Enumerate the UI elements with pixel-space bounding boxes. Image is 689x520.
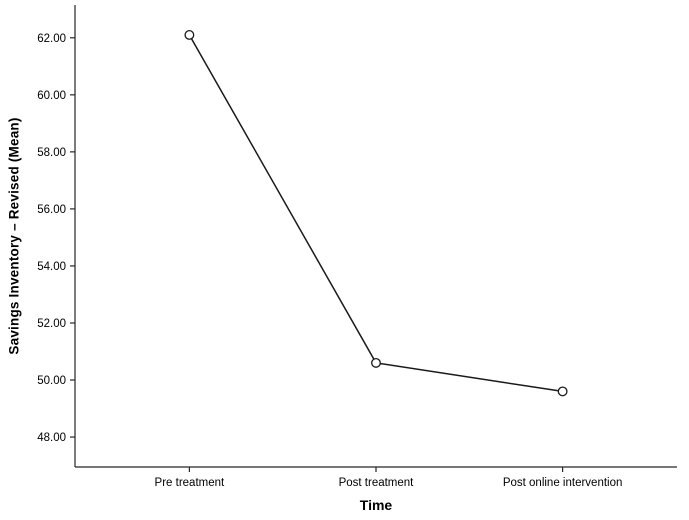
y-tick-label: 48.00 (37, 432, 66, 444)
x-tick-label: Post online intervention (503, 477, 623, 489)
y-axis-title: Savings Inventory – Revised (Mean) (6, 117, 22, 355)
y-tick-label: 60.00 (37, 90, 66, 102)
y-tick-label: 58.00 (37, 147, 66, 159)
y-tick-label: 62.00 (37, 33, 66, 45)
data-line (188, 34, 563, 393)
data-point (557, 386, 568, 397)
data-point (184, 29, 195, 40)
y-tick-label: 52.00 (37, 318, 66, 330)
x-axis-title: Time (359, 497, 393, 513)
y-tick-label: 56.00 (37, 204, 66, 216)
data-point (371, 357, 381, 368)
x-tick-label: Pre treatment (155, 477, 225, 489)
x-tick-label: Post treatment (339, 477, 415, 489)
y-tick-label: 54.00 (37, 261, 66, 273)
y-tick-label: 50.00 (37, 375, 66, 387)
